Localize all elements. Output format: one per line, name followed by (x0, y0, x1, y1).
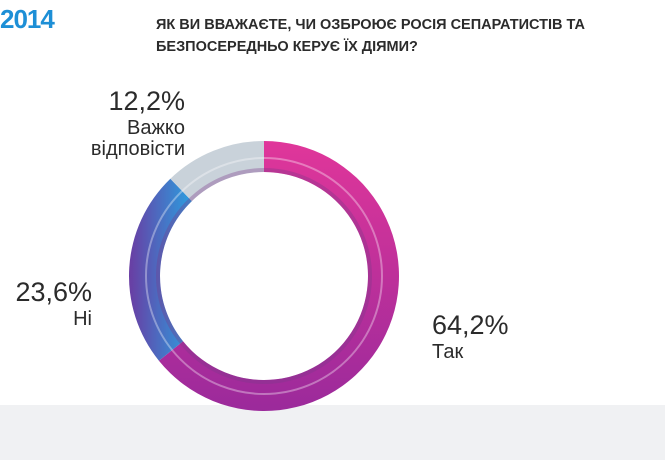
donut-slice-no (128, 178, 192, 361)
slice-value-no: 23,6% (15, 277, 92, 307)
survey-question: Як ви вважаєте, чи озброює Росія сепарат… (156, 14, 656, 58)
slice-name-yes: Так (432, 341, 464, 363)
donut-slice-hard-to-say (170, 141, 264, 202)
slice-value-yes: 64,2% (432, 310, 509, 340)
year-badge: 2014 (0, 4, 55, 34)
slice-label-no: 23,6% Ні (12, 277, 92, 330)
bottom-band (0, 405, 665, 460)
donut-inner-edge (156, 168, 372, 384)
donut-slices (128, 141, 400, 412)
question-line-2: безпосередньо керує їх діями? (156, 39, 418, 55)
slice-label-hard-to-say: 12,2% Важко відповісти (60, 86, 185, 160)
slice-value-hard-to-say: 12,2% (108, 86, 185, 116)
question-line-1: Як ви вважаєте, чи озброює Росія сепарат… (156, 17, 585, 33)
slice-name-hard-to-say-line-2: відповісти (90, 138, 185, 160)
slice-name-hard-to-say-line-1: Важко (127, 117, 185, 139)
donut-inner-ring (145, 157, 383, 395)
slice-label-yes: 64,2% Так (432, 310, 509, 363)
slice-name-no: Ні (73, 308, 92, 330)
